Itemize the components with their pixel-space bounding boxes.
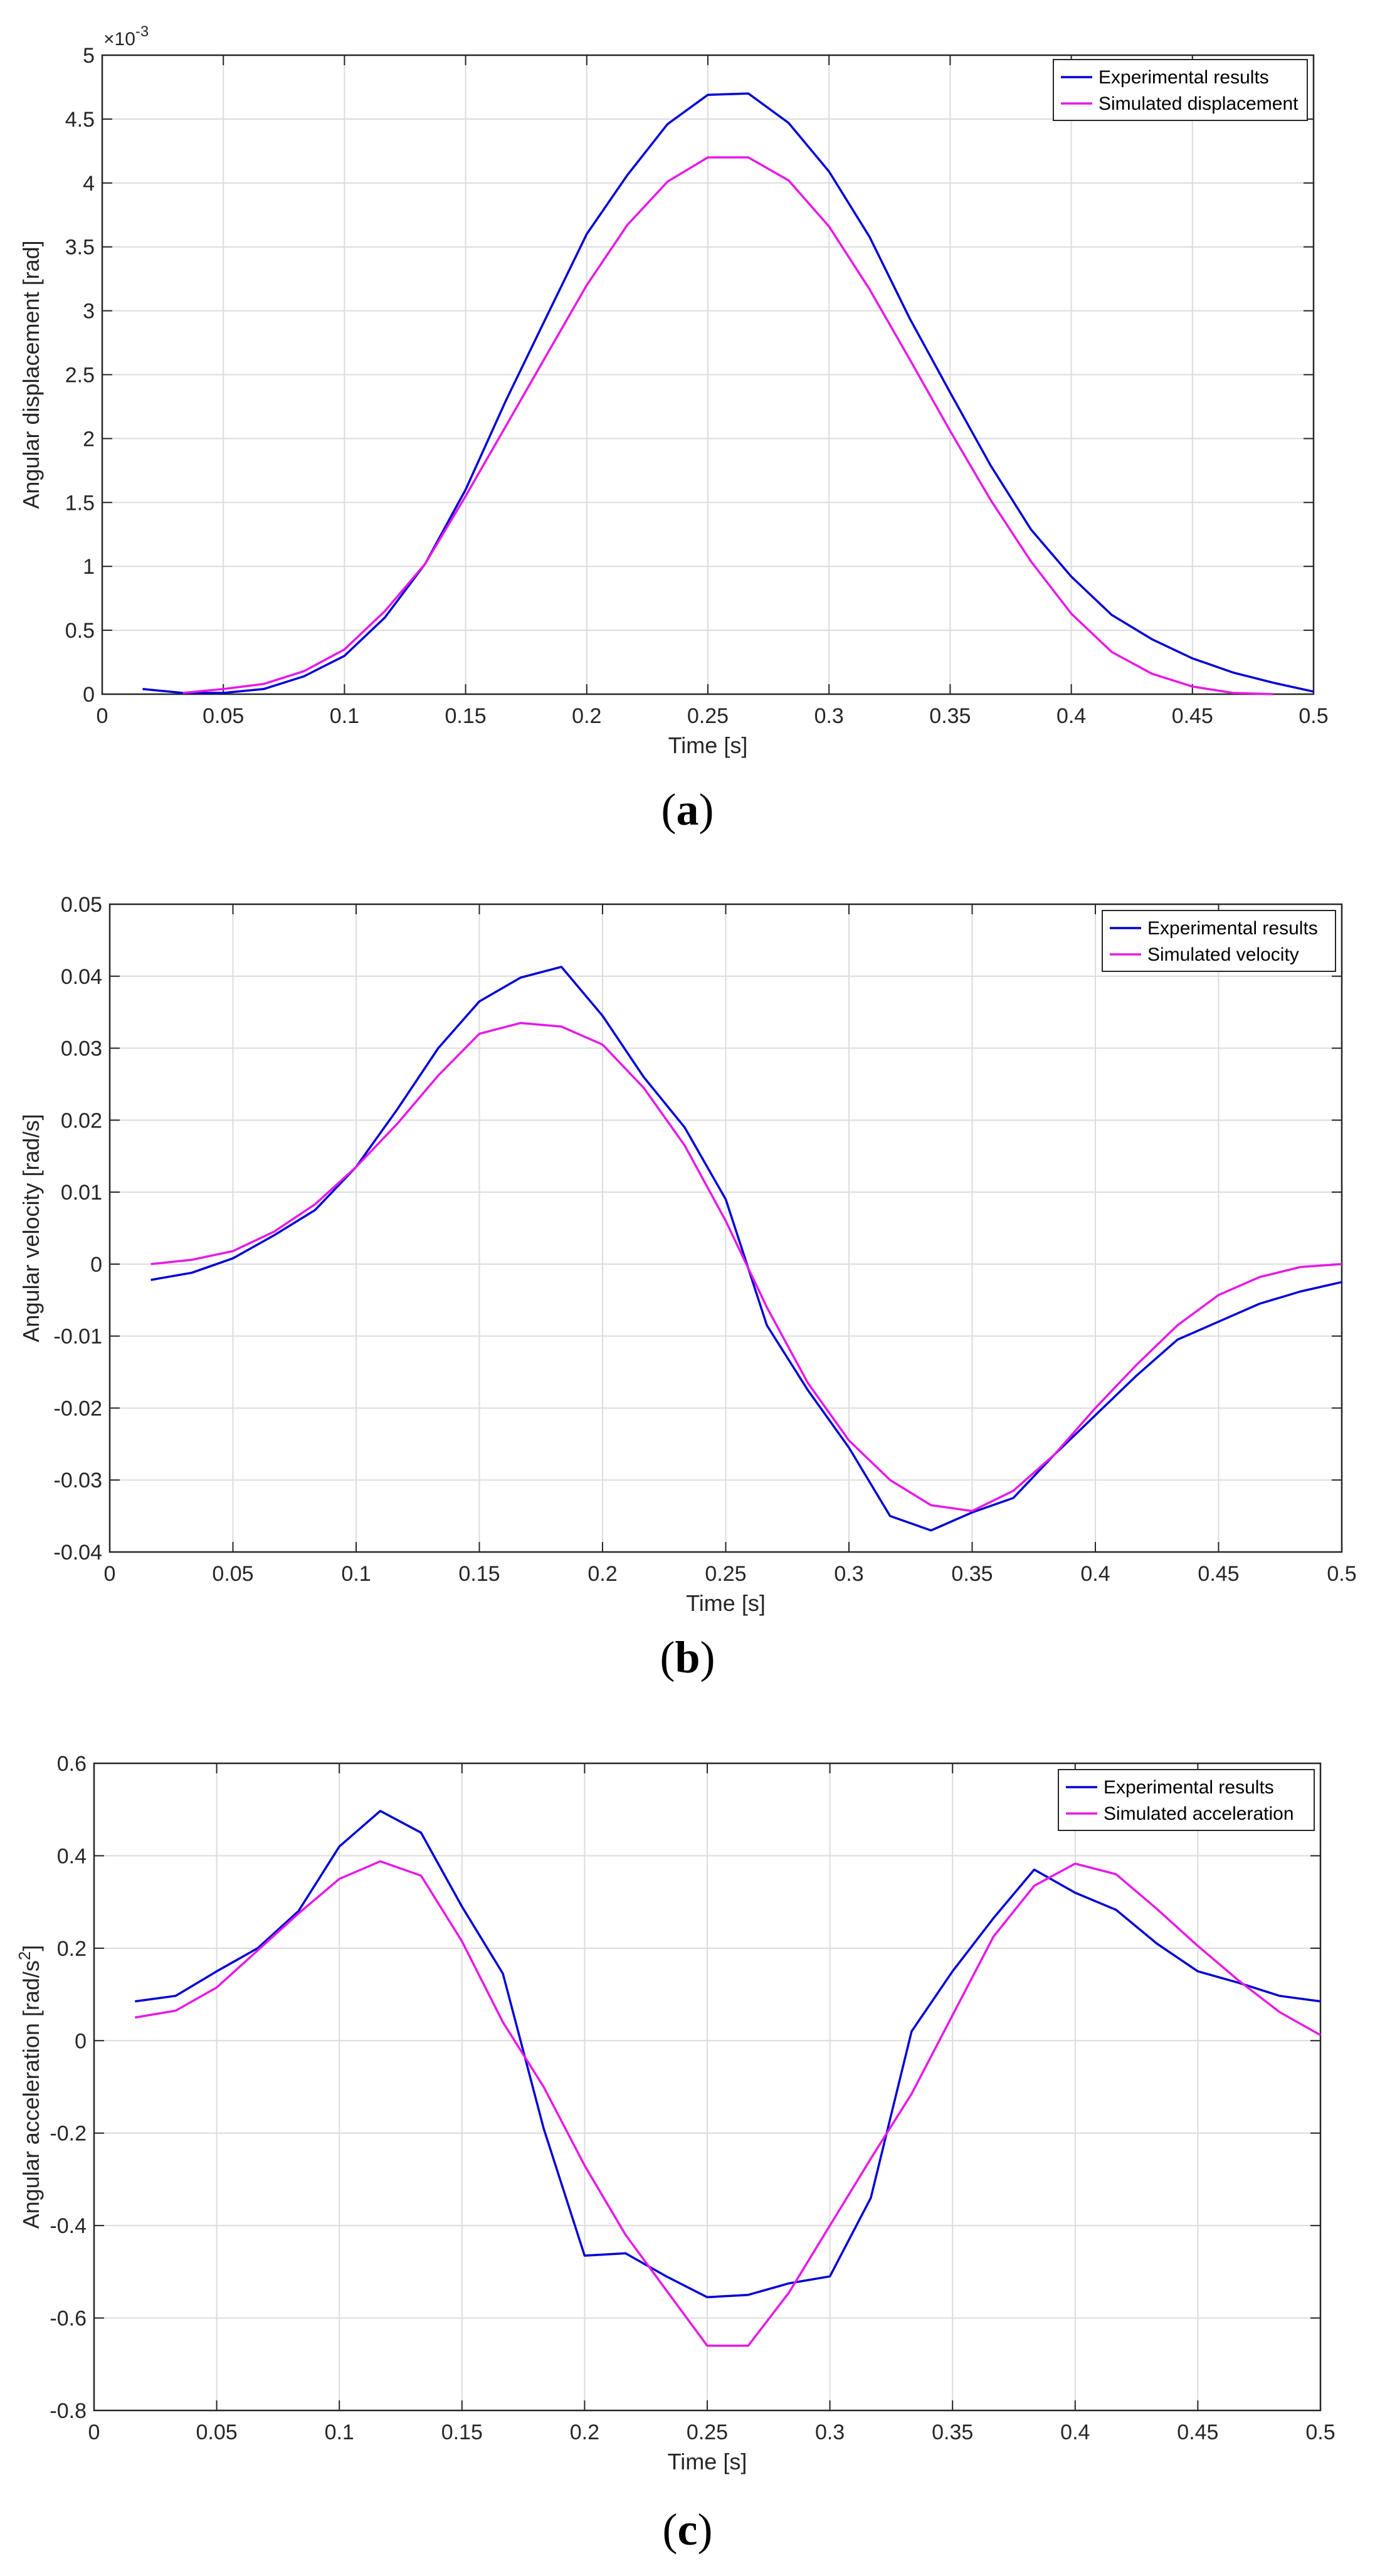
x-axis-label: Time [s] [668,732,748,758]
y-tick-label: 0 [75,2029,87,2053]
y-tick-label: 0.2 [57,1937,87,1961]
legend-label: Experimental results [1147,918,1318,939]
chart-panel-displacement: 0 0.05 0.1 0.15 0.2 0.25 0.3 0.35 0.4 0.45 0.5 0 0.5… [0,0,1375,853]
x-tick-label: 0.25 [687,2420,728,2444]
acceleration-chart: 0 0.05 0.1 0.15 0.2 0.25 0.3 0.35 0.4 0.45 0.5 -0.8… [15,1752,1335,2555]
x-tick-label: 0.1 [325,2420,354,2444]
y-tick-label: 2.5 [65,364,95,388]
x-axis-label: Time [s] [668,2449,747,2474]
x-tick-label: 0.35 [951,1562,993,1586]
x-tick-label: 0.4 [1060,2420,1090,2444]
legend-label: Simulated acceleration [1104,1803,1294,1824]
y-tick-label: -0.6 [50,2307,87,2331]
displacement-chart: 0 0.05 0.1 0.15 0.2 0.25 0.3 0.35 0.4 0.45 0.5 0 0.5… [18,23,1329,835]
y-tick-label: 1 [83,555,95,579]
simulated-line [150,1021,1342,1512]
x-tick-label: 0.05 [203,704,244,728]
x-tick-label: 0.2 [572,704,601,728]
x-tick-label: 0.3 [815,2420,845,2444]
y-tick-label: 4 [83,172,95,196]
panel-caption: (c) [663,2505,713,2555]
legend: Experimental results Simulated velocity [1102,910,1336,972]
x-tick-label: 0.4 [1056,704,1086,728]
velocity-chart: 0 0.05 0.1 0.15 0.2 0.25 0.3 0.35 0.4 0.45 0.5 -0.0… [18,893,1357,1682]
simulated-line [182,156,1273,695]
legend-label: Simulated displacement [1098,93,1299,114]
y-tick-label: 3.5 [65,236,95,260]
experimental-results-line [135,1810,1321,2299]
chart-panel-acceleration: 0 0.05 0.1 0.15 0.2 0.25 0.3 0.35 0.4 0.45 0.5 -0.8… [0,1712,1375,2576]
simulated-line [135,1860,1321,2347]
y-tick-label: -0.2 [50,2122,87,2146]
y-tick-label: -0.8 [50,2399,87,2423]
x-tick-label: 0.45 [1177,2420,1218,2444]
y-tick-label: 2 [83,427,95,451]
legend-box [1102,910,1336,972]
x-tick-label: 0.35 [929,704,971,728]
y-tick-label: -0.4 [50,2214,87,2238]
x-tick-label: 0.35 [932,2420,973,2444]
x-tick-label: 0.15 [441,2420,483,2444]
y-tick-label: -0.04 [54,1541,103,1565]
chart-panel-velocity: 0 0.05 0.1 0.15 0.2 0.25 0.3 0.35 0.4 0.45 0.5 -0.0… [0,853,1375,1712]
y-tick-label: 0.03 [61,1037,102,1061]
panel-caption: (b) [660,1632,715,1682]
y-tick-label: 4.5 [65,108,95,132]
x-tick-label: 0.1 [330,704,359,728]
legend-box [1053,59,1308,121]
y-tick-label: 5 [83,44,95,68]
panel-caption: (a) [661,784,714,835]
y-tick-label: -0.01 [54,1325,103,1349]
y-tick-label: -0.02 [54,1396,103,1420]
y-tick-label: 1.5 [65,491,95,515]
x-tick-label: 0.3 [834,1562,863,1586]
x-axis-label: Time [s] [686,1590,766,1616]
legend-label: Experimental results [1104,1777,1274,1798]
y-tick-label: 0.05 [61,893,102,917]
y-tick-label: 0.6 [57,1752,87,1776]
y-tick-label: -0.03 [54,1469,103,1492]
x-tick-label: 0.05 [196,2420,238,2444]
x-tick-label: 0.1 [341,1562,371,1586]
y-tick-label: 0.4 [57,1844,87,1868]
legend-label: Experimental results [1098,67,1269,88]
x-tick-label: 0.15 [445,704,487,728]
legend-label: Simulated velocity [1147,944,1299,965]
x-tick-label: 0.25 [705,1562,746,1586]
y-exponent-label: ×10-3 [103,23,149,50]
y-axis-label: Angular displacement [rad] [18,240,44,509]
y-tick-label: 0.02 [61,1109,102,1132]
y-tick-label: 0.01 [61,1181,102,1205]
x-tick-label: 0 [104,1562,116,1586]
x-tick-label: 0.05 [212,1562,253,1586]
x-tick-label: 0.5 [1327,1562,1356,1586]
x-tick-label: 0.4 [1080,1562,1110,1586]
legend: Experimental results Simulated displaceme… [1053,59,1308,121]
x-tick-label: 0 [97,704,108,728]
experimental-results-line [142,92,1314,694]
legend-box [1058,1769,1315,1831]
y-tick-label: 3 [83,300,95,324]
x-tick-label: 0.25 [687,704,729,728]
x-tick-label: 0.2 [570,2420,599,2444]
x-tick-label: 0.45 [1198,1562,1239,1586]
y-tick-label: 0 [90,1253,102,1277]
y-axis-label: Angular acceleration [rad/s2] [15,1945,44,2229]
y-tick-label: 0 [83,683,95,707]
legend: Experimental results Simulated accelerati… [1058,1769,1315,1831]
x-tick-label: 0.3 [814,704,844,728]
y-axis-label: Angular velocity [rad/s] [18,1114,44,1342]
y-tick-label: 0.04 [61,965,102,989]
x-tick-label: 0.45 [1172,704,1213,728]
x-tick-label: 0 [88,2420,100,2444]
x-tick-label: 0.2 [587,1562,617,1586]
x-tick-label: 0.5 [1299,704,1328,728]
x-tick-label: 0.5 [1305,2420,1335,2444]
y-tick-label: 0.5 [65,619,95,643]
x-tick-label: 0.15 [458,1562,500,1586]
